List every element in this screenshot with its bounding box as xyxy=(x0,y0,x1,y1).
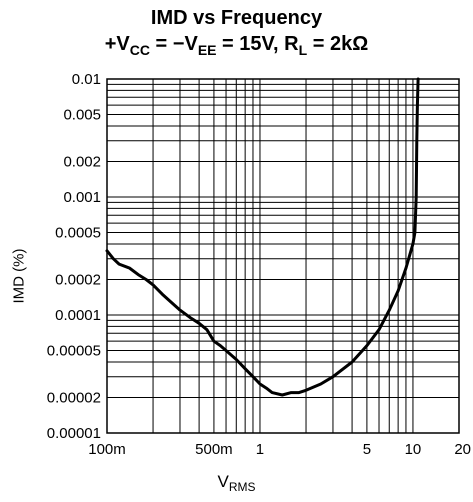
x-tick-label: 500m xyxy=(195,441,233,458)
imd-curve xyxy=(105,77,420,397)
x-tick-label: 20 xyxy=(454,441,471,458)
x-tick-label: 1 xyxy=(256,441,264,458)
y-tick-label: 0.01 xyxy=(72,71,101,88)
x-tick-label: 100m xyxy=(88,441,126,458)
y-tick-label: 0.00005 xyxy=(47,343,101,360)
y-tick-label: 0.002 xyxy=(63,153,101,170)
y-tick-label: 0.0002 xyxy=(55,271,101,288)
x-axis-label: VRMS xyxy=(217,472,256,494)
plot-frame xyxy=(106,78,460,434)
y-tick-label: 0.005 xyxy=(63,107,101,124)
y-tick-label: 0.00001 xyxy=(47,425,101,442)
chart-title: IMD vs Frequency xyxy=(150,7,323,29)
y-tick-label: 0.001 xyxy=(63,189,101,206)
x-tick-label: 10 xyxy=(405,441,422,458)
y-tick-label: 0.0001 xyxy=(55,307,101,324)
chart-subtitle: +VCC = −VEE = 15V, RL = 2kΩ xyxy=(104,33,369,58)
x-tick-label: 5 xyxy=(363,441,371,458)
y-tick-label: 0.00002 xyxy=(47,389,101,406)
y-tick-label: 0.0005 xyxy=(55,225,101,242)
